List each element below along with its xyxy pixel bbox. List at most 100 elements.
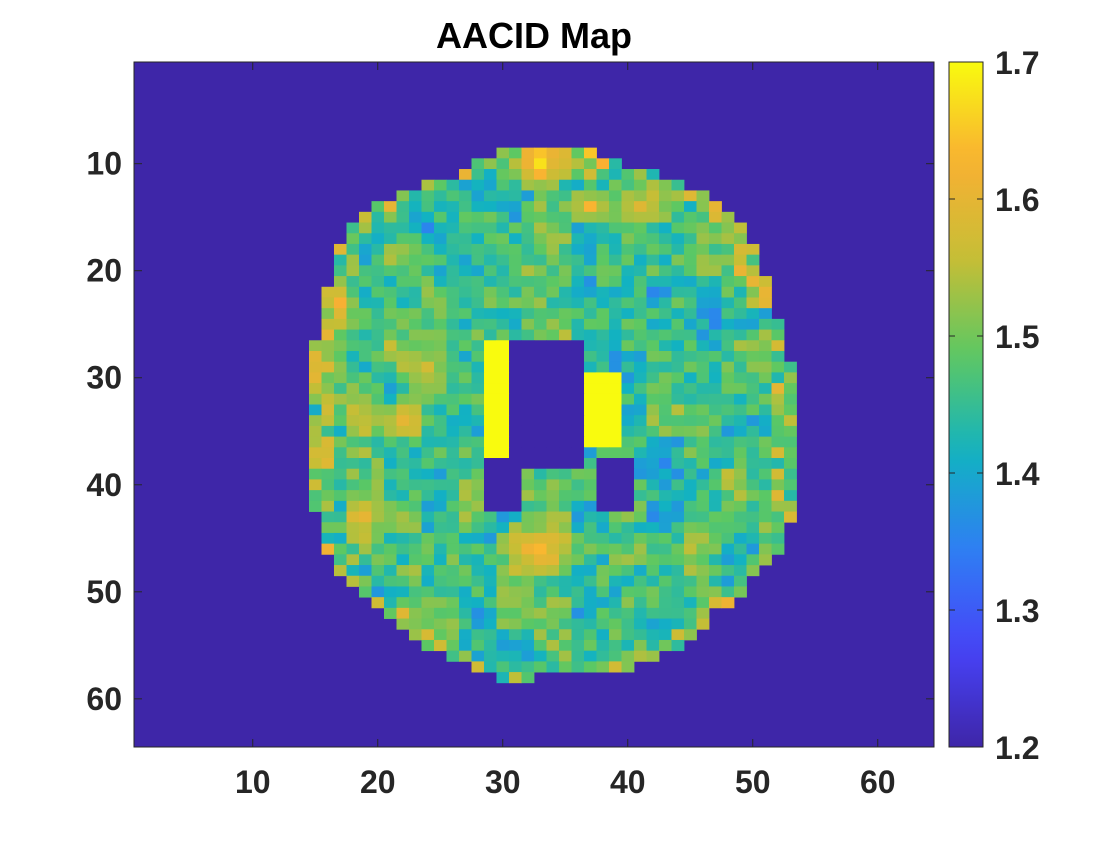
- heatmap-cell: [571, 436, 585, 448]
- heatmap-cell: [671, 607, 685, 619]
- heatmap-cell: [559, 190, 572, 202]
- heatmap-cell: [534, 190, 547, 202]
- heatmap-cell: [471, 618, 485, 630]
- heatmap-cell: [571, 597, 585, 609]
- heatmap-cell: [434, 597, 447, 609]
- heatmap-cell: [346, 425, 360, 438]
- heatmap-cell: [696, 233, 710, 245]
- heatmap-cell: [609, 597, 622, 609]
- heatmap-cell: [671, 447, 685, 459]
- heatmap-cell: [384, 340, 397, 352]
- heatmap-cell: [596, 543, 610, 555]
- heatmap-cell: [571, 532, 585, 545]
- heatmap-cell: [421, 565, 435, 577]
- heatmap-cell: [484, 276, 497, 288]
- heatmap-cell: [334, 276, 347, 288]
- heatmap-cell: [521, 297, 535, 309]
- heatmap-cell: [421, 522, 435, 534]
- heatmap-cell: [471, 190, 485, 202]
- heatmap-cell: [646, 639, 660, 652]
- heatmap-cell: [771, 543, 785, 555]
- heatmap-cell: [646, 650, 660, 662]
- heatmap-cell: [409, 543, 422, 555]
- heatmap-cell: [446, 265, 460, 277]
- heatmap-cell: [434, 179, 447, 191]
- heatmap-cell: [534, 243, 547, 256]
- heatmap-cell: [446, 243, 460, 256]
- heatmap-cell: [396, 436, 410, 448]
- heatmap-cell: [484, 436, 497, 448]
- heatmap-cell: [634, 543, 647, 555]
- heatmap-cell: [671, 404, 685, 416]
- heatmap-cell: [746, 297, 760, 309]
- heatmap-cell: [659, 597, 672, 609]
- heatmap-cell: [696, 211, 710, 223]
- heatmap-cell: [721, 329, 735, 341]
- heatmap-cell: [359, 318, 372, 330]
- heatmap-cell: [421, 415, 435, 427]
- heatmap-cell: [534, 393, 547, 405]
- heatmap-cell: [709, 554, 722, 566]
- heatmap-cell: [609, 425, 622, 438]
- heatmap-cell: [396, 308, 410, 320]
- heatmap-cell: [584, 554, 597, 566]
- heatmap-cell: [784, 425, 797, 438]
- heatmap-cell: [471, 447, 485, 459]
- heatmap-cell: [596, 447, 610, 459]
- heatmap-cell: [334, 522, 347, 534]
- heatmap-cell: [496, 222, 510, 234]
- heatmap-cell: [459, 597, 472, 609]
- heatmap-cell: [684, 233, 697, 245]
- heatmap-cell: [509, 479, 522, 491]
- heatmap-cell: [709, 532, 722, 545]
- heatmap-cell: [646, 383, 660, 395]
- heatmap-cell: [434, 458, 447, 470]
- heatmap-cell: [484, 618, 497, 630]
- heatmap-cell: [446, 436, 460, 448]
- heatmap-cell: [571, 479, 585, 491]
- heatmap-cell: [459, 265, 472, 277]
- heatmap-cell: [709, 404, 722, 416]
- heatmap-cell: [321, 447, 335, 459]
- heatmap-cell: [596, 243, 610, 256]
- heatmap-cell: [709, 340, 722, 352]
- heatmap-cell: [496, 265, 510, 277]
- heatmap-cell: [709, 543, 722, 555]
- heatmap-cell: [659, 500, 672, 512]
- heatmap-cell: [571, 297, 585, 309]
- heatmap-cell: [646, 254, 660, 266]
- heatmap-cell: [584, 211, 597, 223]
- heatmap-cell: [396, 447, 410, 459]
- heatmap-cell: [634, 265, 647, 277]
- heatmap-cell: [346, 350, 360, 363]
- heatmap-cell: [409, 468, 422, 480]
- heatmap-cell: [346, 361, 360, 373]
- heatmap-cell: [521, 672, 535, 684]
- heatmap-cell: [534, 179, 547, 191]
- heatmap-cell: [409, 222, 422, 234]
- heatmap-cell: [509, 393, 522, 405]
- heatmap-cell: [496, 147, 510, 159]
- heatmap-cell: [446, 318, 460, 330]
- heatmap-cell: [621, 340, 635, 352]
- heatmap-cell: [621, 532, 635, 545]
- heatmap-cell: [534, 147, 547, 159]
- heatmap-cell: [621, 329, 635, 341]
- heatmap-cell: [371, 565, 385, 577]
- heatmap-cell: [671, 639, 685, 652]
- heatmap-cell: [471, 276, 485, 288]
- heatmap-cell: [471, 211, 485, 223]
- heatmap-cell: [684, 597, 697, 609]
- heatmap-cell: [571, 265, 585, 277]
- heatmap-cell: [409, 190, 422, 202]
- heatmap-cell: [359, 575, 372, 587]
- heatmap-cell: [734, 554, 747, 566]
- heatmap-cell: [459, 190, 472, 202]
- heatmap-cell: [746, 500, 760, 512]
- heatmap-cell: [709, 393, 722, 405]
- heatmap-cell: [509, 147, 522, 159]
- heatmap-cell: [784, 490, 797, 502]
- heatmap-cell: [771, 522, 785, 534]
- heatmap-cell: [321, 340, 335, 352]
- heatmap-cell: [621, 575, 635, 587]
